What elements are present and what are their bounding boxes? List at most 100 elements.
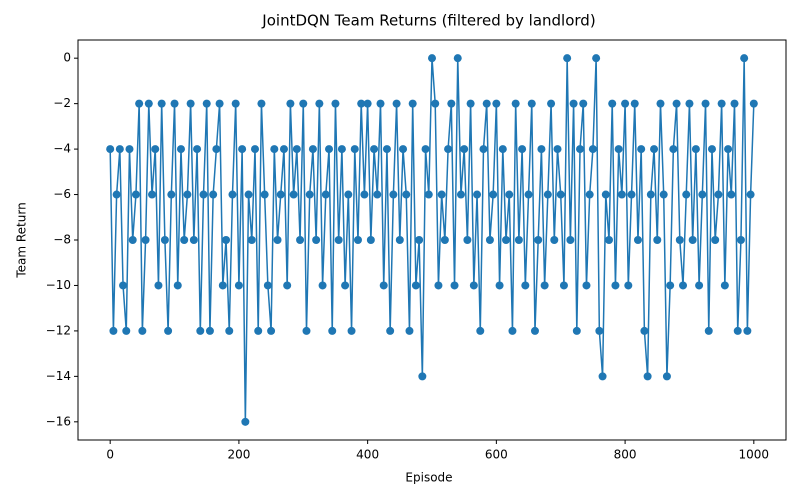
plot-frame	[77, 39, 787, 441]
point	[218, 281, 227, 290]
point	[151, 145, 160, 154]
point	[456, 190, 465, 199]
point	[341, 281, 350, 290]
point	[605, 236, 613, 244]
point	[553, 145, 562, 154]
point	[527, 99, 536, 108]
point	[656, 99, 665, 108]
point	[144, 99, 153, 108]
point	[318, 281, 327, 290]
point	[209, 190, 218, 199]
x-axis-label: Episode	[405, 471, 452, 485]
point	[508, 326, 517, 335]
point	[315, 99, 324, 108]
point	[469, 281, 478, 290]
point	[270, 145, 279, 154]
point	[524, 190, 533, 199]
point	[263, 281, 272, 290]
point	[251, 145, 259, 154]
point	[183, 190, 192, 199]
point	[296, 236, 305, 244]
point	[128, 236, 137, 244]
point	[704, 326, 713, 335]
point	[366, 236, 375, 244]
point	[344, 190, 353, 199]
point	[386, 326, 395, 335]
point	[495, 281, 504, 290]
point	[518, 145, 527, 154]
point	[511, 99, 520, 108]
x-tick-label: 600	[485, 448, 508, 462]
point	[370, 145, 379, 154]
point	[418, 372, 427, 381]
point	[247, 236, 256, 244]
point	[238, 145, 247, 154]
point	[431, 99, 440, 108]
point	[736, 236, 745, 244]
point	[357, 99, 366, 108]
point	[679, 281, 688, 290]
point	[350, 145, 359, 154]
point	[286, 99, 295, 108]
point	[289, 190, 298, 199]
y-tick-label: −14	[46, 369, 71, 383]
point	[537, 145, 546, 154]
y-tick-label: −10	[46, 278, 71, 292]
point	[463, 236, 472, 244]
point	[682, 190, 691, 199]
point	[547, 99, 556, 108]
point	[608, 99, 617, 108]
point	[572, 326, 581, 335]
point	[428, 54, 436, 63]
point	[212, 145, 221, 154]
point	[711, 236, 720, 244]
point	[148, 190, 157, 199]
point	[727, 190, 736, 199]
point	[624, 281, 633, 290]
y-tick-label: −4	[53, 142, 71, 156]
point	[637, 145, 646, 154]
point	[720, 281, 729, 290]
point	[569, 99, 578, 108]
point	[650, 145, 659, 154]
x-tick-label: 1000	[739, 448, 770, 462]
y-tick-label: 0	[63, 51, 71, 65]
point	[279, 145, 288, 154]
point	[325, 145, 334, 154]
point	[659, 190, 668, 199]
point	[717, 99, 726, 108]
point	[598, 372, 607, 381]
point	[688, 236, 697, 244]
point	[633, 236, 642, 244]
point	[621, 99, 630, 108]
point	[466, 99, 475, 108]
point	[550, 236, 559, 244]
point	[308, 145, 317, 154]
y-axis-label: Team Return	[15, 202, 29, 278]
point	[353, 236, 362, 244]
point	[176, 145, 185, 154]
point	[135, 99, 144, 108]
point	[450, 281, 459, 290]
point	[592, 54, 601, 63]
point	[707, 145, 716, 154]
x-tick-label: 200	[227, 448, 250, 462]
point	[157, 99, 166, 108]
point	[196, 326, 205, 335]
point	[228, 190, 237, 199]
point	[492, 99, 501, 108]
y-tick-label: −8	[53, 233, 71, 247]
point	[347, 326, 356, 335]
point	[331, 99, 340, 108]
point	[167, 190, 176, 199]
point	[131, 190, 140, 199]
point	[160, 236, 169, 244]
point	[170, 99, 179, 108]
y-tick-label: −6	[53, 187, 71, 201]
point	[453, 54, 462, 63]
point	[643, 372, 652, 381]
point	[186, 99, 195, 108]
point	[189, 236, 198, 244]
